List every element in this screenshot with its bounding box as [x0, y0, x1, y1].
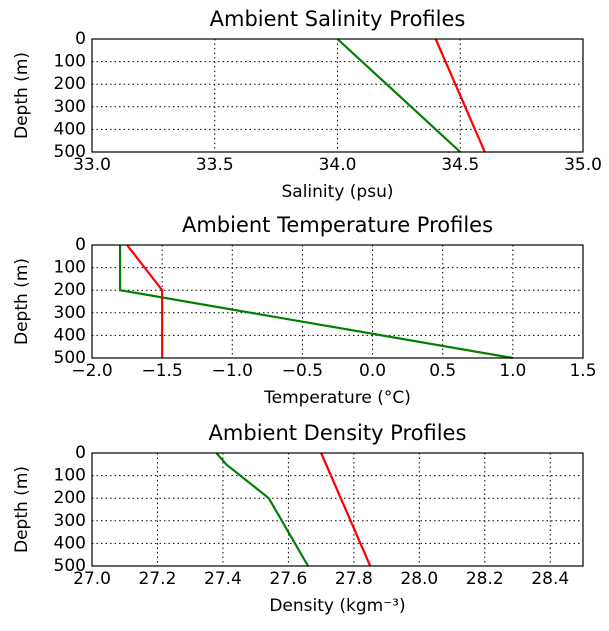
- x-tick-label: −1.0: [212, 361, 253, 381]
- x-tick-label: 28.2: [466, 569, 504, 589]
- line: [215, 452, 309, 567]
- y-tick-label: 0: [75, 235, 86, 255]
- x-tick-label: 27.8: [335, 569, 373, 589]
- plot-frame: [91, 452, 584, 567]
- x-tick-label: 35.0: [564, 155, 602, 175]
- x-tick-label: 27.2: [139, 569, 177, 589]
- x-tick-label: 27.0: [73, 569, 111, 589]
- x-tick-label: −2.0: [71, 361, 112, 381]
- y-tick-label: 100: [54, 52, 86, 72]
- line: [126, 244, 164, 358]
- x-tick-label: 33.5: [196, 155, 234, 175]
- x-tick-label: 34.0: [319, 155, 357, 175]
- x-tick-label: 27.4: [204, 569, 242, 589]
- x-axis-label: Temperature (°C): [263, 388, 411, 408]
- plot-frame: [91, 38, 584, 153]
- y-tick-label: 300: [54, 97, 86, 117]
- y-axis-label: Depth (m): [12, 466, 32, 553]
- y-axis-label: Depth (m): [12, 52, 32, 139]
- chart-title: Ambient Temperature Profiles: [182, 213, 493, 237]
- y-tick-label: 200: [54, 74, 86, 94]
- y-tick-label: 400: [54, 325, 86, 345]
- line: [336, 38, 461, 153]
- y-tick-label: 200: [54, 488, 86, 508]
- y-tick-label: 0: [75, 443, 86, 463]
- x-tick-label: 0.0: [359, 361, 386, 381]
- x-axis-label: Salinity (psu): [282, 182, 394, 202]
- y-tick-label: 300: [54, 303, 86, 323]
- plot-frame: [91, 244, 584, 359]
- y-tick-label: 500: [54, 142, 86, 162]
- y-tick-label: 100: [54, 258, 86, 278]
- y-tick-label: 500: [54, 348, 86, 368]
- chart-title: Ambient Salinity Profiles: [210, 7, 466, 31]
- x-tick-label: −1.5: [142, 361, 183, 381]
- line: [434, 38, 486, 153]
- x-tick-label: 1.0: [499, 361, 526, 381]
- y-tick-label: 0: [75, 29, 86, 49]
- y-tick-label: 400: [54, 119, 86, 139]
- y-tick-label: 200: [54, 280, 86, 300]
- x-tick-label: 33.0: [73, 155, 111, 175]
- x-tick-label: 1.5: [569, 361, 596, 381]
- line: [320, 452, 372, 567]
- x-tick-label: 28.4: [531, 569, 569, 589]
- y-tick-label: 500: [54, 556, 86, 576]
- x-tick-label: −0.5: [282, 361, 323, 381]
- line: [118, 245, 514, 360]
- chart-title: Ambient Density Profiles: [209, 421, 467, 445]
- x-tick-label: 34.5: [441, 155, 479, 175]
- y-tick-label: 400: [54, 533, 86, 553]
- x-tick-label: 28.0: [400, 569, 438, 589]
- y-axis-label: Depth (m): [12, 258, 32, 345]
- y-tick-label: 100: [54, 466, 86, 486]
- x-tick-label: 27.6: [269, 569, 307, 589]
- x-tick-label: 0.5: [429, 361, 456, 381]
- x-axis-label: Density (kgm⁻³): [269, 596, 405, 616]
- y-tick-label: 300: [54, 511, 86, 531]
